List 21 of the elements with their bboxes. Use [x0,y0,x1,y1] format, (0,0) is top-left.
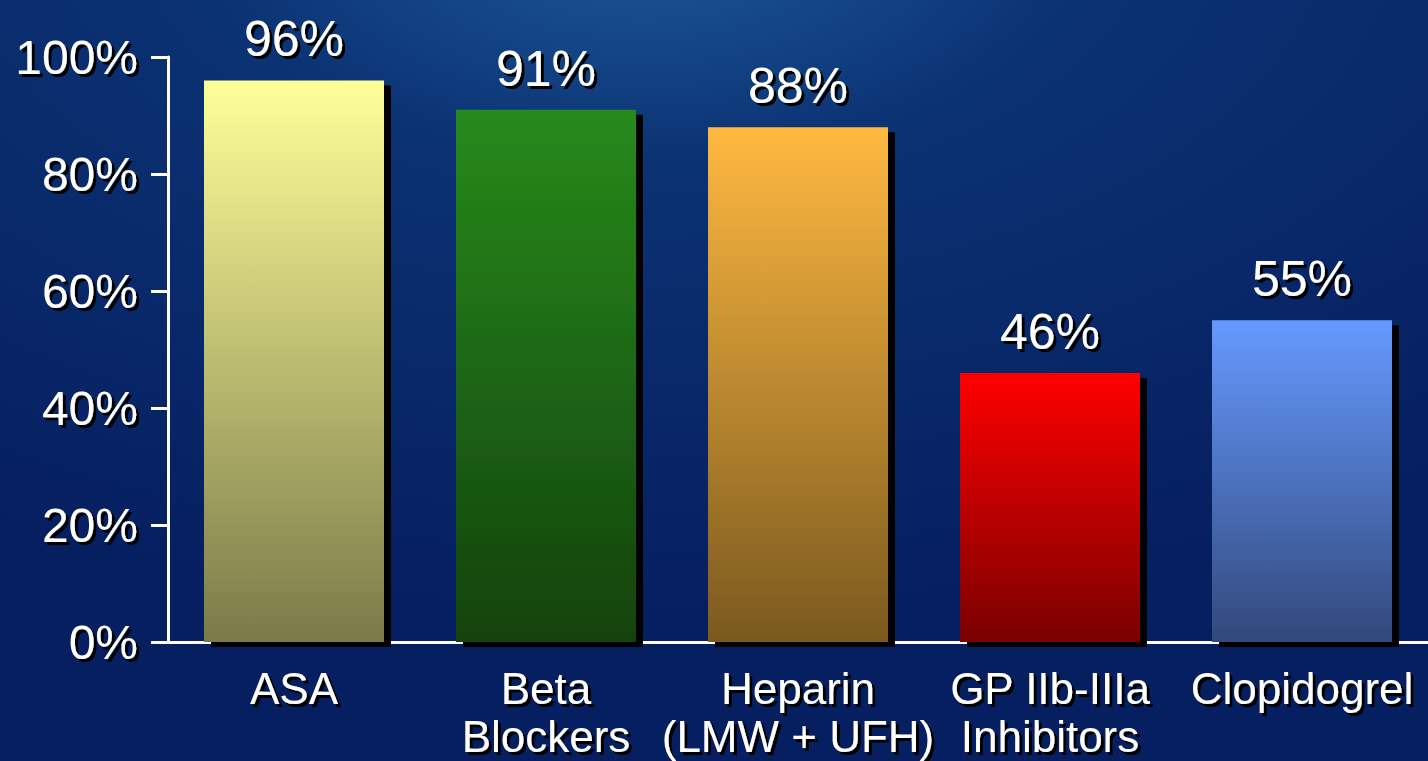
y-tick-label: 40% [41,381,138,435]
x-tick-label: GP IIb-IIIa Inhibitors [950,663,1151,761]
y-tick-label: 20% [41,498,138,552]
y-tick-label: 80% [41,147,138,201]
x-tick-label: Beta Blockers [461,663,631,761]
y-tick-label: 0% [68,615,138,669]
data-label: 55% [1251,251,1353,308]
x-tick-label: ASA [249,663,339,713]
x-tick-label: Clopidogrel [1190,663,1414,713]
bar [708,127,888,642]
bar [204,80,384,642]
data-label: 91% [495,40,597,97]
bar [960,372,1140,642]
bar [456,109,636,642]
y-tick-label: 60% [41,264,138,318]
data-label: 96% [243,11,345,68]
x-tick-label: Heparin (LMW + UFH) [661,663,935,761]
y-tick-label: 100% [15,30,138,84]
data-label: 46% [999,303,1101,360]
data-label: 88% [747,58,849,115]
bar [1212,320,1392,642]
